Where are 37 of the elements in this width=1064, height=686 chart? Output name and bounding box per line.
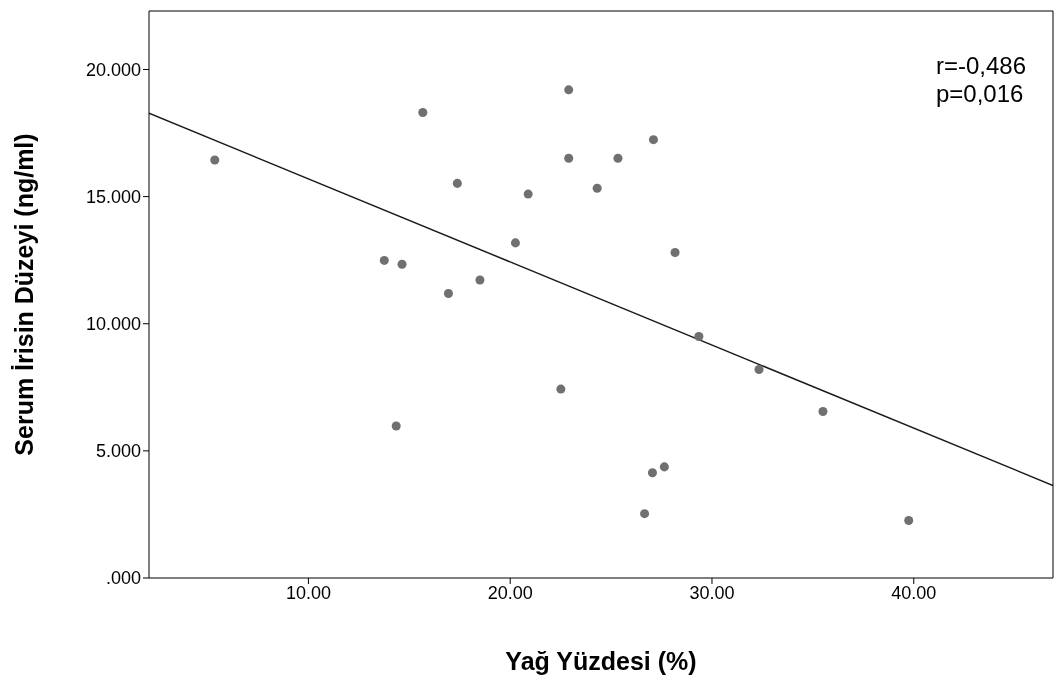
point	[659, 462, 669, 472]
point	[818, 406, 828, 416]
point	[564, 85, 574, 95]
point	[647, 468, 657, 478]
point	[670, 248, 680, 258]
point	[904, 516, 914, 526]
y-tick-label: 5.000	[95, 441, 141, 462]
point	[694, 331, 704, 341]
point	[648, 135, 658, 145]
point	[754, 365, 764, 375]
y-tick-label: .000	[105, 568, 141, 589]
point	[210, 155, 220, 165]
point	[523, 189, 533, 199]
point	[379, 255, 389, 265]
annotation: r=-0,486	[935, 52, 1026, 80]
x-axis-title: Yağ Yüzdesi (%)	[505, 647, 697, 675]
point	[452, 178, 462, 188]
point	[418, 107, 428, 117]
point	[613, 153, 623, 163]
annotation: p=0,016	[935, 80, 1025, 108]
x-tick-label: 10.00	[285, 582, 331, 603]
x-tick-label: 20.00	[487, 582, 533, 603]
point	[475, 275, 485, 285]
point	[391, 421, 401, 431]
x-tick-label: 30.00	[689, 582, 735, 603]
point	[397, 259, 407, 269]
point	[592, 183, 602, 193]
point	[443, 288, 453, 298]
point	[564, 153, 574, 163]
y-tick-label: 15.000	[85, 187, 141, 207]
y-tick-label: 10.000	[85, 314, 141, 335]
point	[640, 509, 650, 519]
point	[556, 384, 566, 394]
y-tick-label: 20.000	[85, 59, 141, 80]
y-axis-title: Serum İrisin Düzeyi (ng/ml)	[9, 133, 38, 456]
point	[510, 238, 520, 248]
x-tick-label: 40.00	[891, 582, 937, 603]
